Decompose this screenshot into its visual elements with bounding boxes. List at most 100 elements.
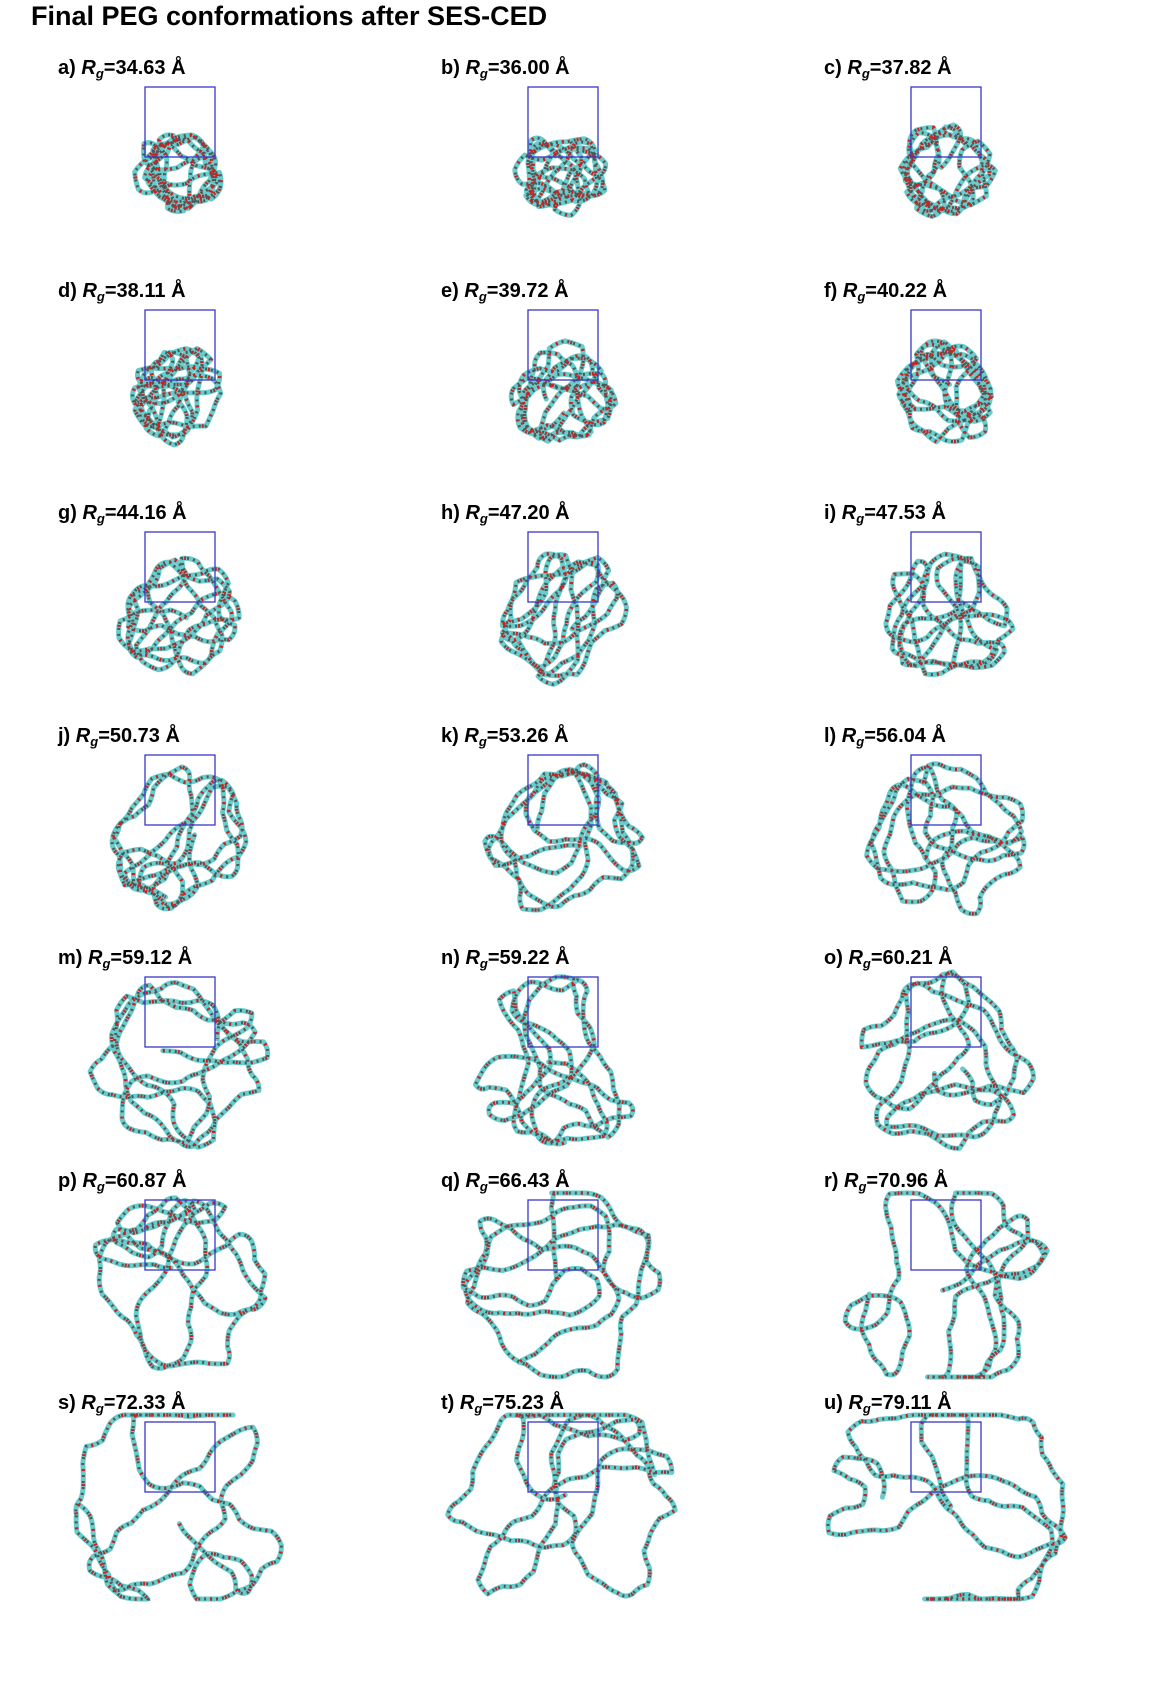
simulation-box [144,86,216,158]
peg-chain [472,974,636,1147]
rg-subscript: g [95,1401,104,1416]
equals-sign: = [104,502,117,524]
peg-conformation-drawing [498,531,629,687]
peg-chain-oxygen-atoms [482,762,645,912]
rg-value: 79.11 [882,1392,932,1414]
panel-letter: a) [58,57,76,79]
rg-symbol: R [464,725,479,747]
simulation-box [144,1421,216,1493]
simulation-box [527,86,599,158]
panel-label: n) Rg=59.22 Å [441,946,570,976]
peg-conformation-drawing [73,1412,284,1602]
panel-label: r) Rg=70.96 Å [824,1169,948,1199]
simulation-box [144,976,216,1048]
peg-conformation-drawing [460,1190,663,1380]
equals-sign: = [865,280,877,302]
panel-letter: h) [441,502,460,524]
peg-conformation-drawing [482,754,645,913]
peg-chain-oxygen-atoms [130,346,223,447]
peg-chain-oxygen-atoms [898,123,998,219]
equals-sign: = [487,947,500,969]
panel-label: f) Rg=40.22 Å [824,279,947,309]
panel-label: k) Rg=53.26 Å [441,724,569,754]
equals-sign: = [866,1170,879,1192]
peg-conformation-drawing [508,309,619,444]
simulation-box [527,1199,599,1271]
rg-unit: Å [554,280,569,302]
equals-sign: = [486,725,499,747]
rg-subscript: g [479,511,488,526]
panel-letter: o) [824,947,843,969]
peg-chain [825,1412,1068,1602]
rg-unit: Å [555,57,570,79]
conformation-panel: k) Rg=53.26 Å [410,714,793,936]
simulation-box [144,754,216,826]
rg-symbol: R [841,725,857,747]
conformation-panel: s) Rg=72.33 Å [27,1381,410,1603]
rg-value: 36.00 [499,57,550,79]
rg-subscript: g [861,66,870,81]
peg-conformation-drawing [512,86,609,218]
rg-unit: Å [171,1392,186,1414]
peg-chain-oxygen-atoms [499,552,629,687]
panel-letter: l) [824,725,837,747]
rg-unit: Å [171,57,186,79]
peg-chain-carbon-atoms [843,1191,1049,1379]
conformation-panel: d) Rg=38.11 Å [27,269,410,491]
conformation-panel: u) Rg=79.11 Å [793,1381,1163,1603]
panel-letter: b) [441,57,460,79]
rg-unit: Å [555,947,570,969]
peg-chain-oxygen-atoms [509,339,618,444]
peg-chain-carbon-atoms [860,970,1036,1150]
rg-subscript: g [856,511,865,526]
peg-chain-oxygen-atoms [513,136,608,218]
panel-label: s) Rg=72.33 Å [58,1391,186,1421]
conformation-panel: o) Rg=60.21 Å [793,936,1163,1158]
simulation-box [910,1421,982,1493]
peg-chain-oxygen-atoms [88,980,270,1150]
rg-unit: Å [931,725,946,747]
equals-sign: = [487,502,500,524]
rg-value: 40.22 [876,280,928,302]
panel-letter: t) [441,1392,455,1414]
panel-letter: p) [58,1170,77,1192]
peg-chain-carbon-atoms [884,552,1015,676]
rg-symbol: R [848,1392,863,1414]
rg-symbol: R [82,280,97,302]
rg-unit: Å [555,502,570,524]
peg-chain-carbon-atoms [110,765,248,911]
peg-conformation-drawing [825,1412,1068,1602]
rg-value: 60.87 [116,1170,167,1192]
panel-label: g) Rg=44.16 Å [58,501,187,531]
conformation-panel: g) Rg=44.16 Å [27,491,410,713]
panel-label: q) Rg=66.43 Å [441,1169,570,1199]
conformation-panel: r) Rg=70.96 Å [793,1159,1163,1381]
rg-unit: Å [172,502,187,524]
rg-subscript: g [479,66,488,81]
rg-unit: Å [172,1170,187,1192]
conformation-panel: l) Rg=56.04 Å [793,714,1163,936]
peg-chain [87,980,271,1150]
rg-value: 59.22 [499,947,550,969]
rg-unit: Å [933,1170,949,1192]
conformation-panel: b) Rg=36.00 Å [410,46,793,268]
simulation-box [144,309,216,381]
rg-symbol: R [465,1170,480,1192]
equals-sign: = [103,1392,116,1414]
equals-sign: = [104,1170,117,1192]
simulation-box [527,1421,599,1493]
conformation-panel: q) Rg=66.43 Å [410,1159,793,1381]
panel-label: u) Rg=79.11 Å [824,1391,952,1421]
simulation-box [910,531,982,603]
peg-conformation-drawing [116,531,242,677]
rg-subscript: g [862,1401,871,1416]
rg-symbol: R [82,502,97,524]
rg-unit: Å [931,502,946,524]
panel-letter: d) [58,280,77,302]
peg-chain-carbon-atoms [74,1413,283,1601]
panel-letter: u) [824,1392,843,1414]
peg-conformation-drawing [129,309,224,448]
peg-chain-carbon-atoms [461,1191,662,1379]
equals-sign: = [870,1392,883,1414]
